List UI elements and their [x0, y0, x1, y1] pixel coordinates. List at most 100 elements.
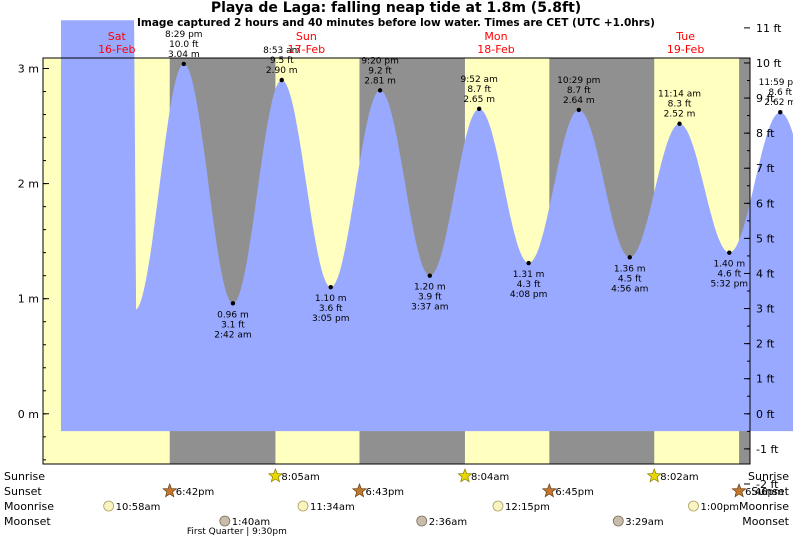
high-tide-label: 3.04 m: [168, 50, 200, 60]
left-tick-label: 1 m: [18, 293, 39, 306]
low-tide-label: 5:32 pm: [711, 280, 749, 290]
low-tide-dot: [427, 273, 432, 278]
low-tide-dot: [230, 301, 236, 306]
moonrise-time: 1:00pm: [701, 502, 740, 513]
high-tide-label: 9.5 ft: [270, 56, 294, 66]
high-tide-label: 9.2 ft: [368, 66, 392, 76]
right-tick-label: 9 ft: [756, 92, 775, 105]
day-name: Sat: [108, 30, 127, 43]
high-tide-label: 8.6 ft: [768, 88, 792, 98]
low-tide-label: 1.31 m: [513, 270, 545, 280]
low-tide-label: 3.9 ft: [418, 293, 442, 303]
low-tide-dot: [727, 250, 732, 255]
low-tide-label: 1.20 m: [414, 283, 446, 293]
high-tide-label: 8.7 ft: [567, 86, 591, 96]
low-tide-label: 2:42 am: [214, 330, 251, 340]
right-tick-label: 8 ft: [756, 127, 775, 140]
right-tick-label: 11 ft: [756, 22, 782, 35]
low-tide-label: 1.36 m: [614, 264, 646, 274]
sunrise-icon: [646, 468, 662, 483]
sunrise-row-label-left: Sunrise: [4, 470, 45, 483]
right-tick-label: 6 ft: [756, 197, 775, 210]
moonrise-time: 10:58am: [116, 502, 161, 513]
low-tide-dot: [627, 255, 632, 260]
moonrise-icon: [297, 500, 309, 512]
sunrise-row-label-right: Sunrise: [748, 470, 789, 483]
high-tide-label: 10:29 pm: [557, 76, 600, 86]
moonrise-icon: [492, 500, 504, 512]
moonrise-icon: [103, 500, 115, 512]
day-name: Tue: [675, 30, 695, 43]
moonset-icon: [219, 515, 231, 527]
moonrise-time: 12:15pm: [505, 502, 550, 513]
low-tide-label: 4.5 ft: [618, 274, 642, 284]
day-name: Sun: [296, 30, 317, 43]
moonset-time: 1:40am: [232, 517, 270, 528]
tide-water-area: [61, 20, 793, 432]
header: Playa de Laga: falling neap tide at 1.8m…: [137, 0, 655, 29]
low-tide-label: 3:37 am: [411, 303, 448, 313]
right-tick-label: 7 ft: [756, 162, 775, 175]
high-tide-label: 8:29 pm: [165, 30, 203, 40]
left-tick-label: 2 m: [18, 178, 39, 191]
sunrise-time: 8:02am: [660, 472, 698, 483]
low-tide-label: 0.96 m: [217, 310, 249, 320]
moonset-icon: [612, 515, 624, 527]
high-tide-dot: [576, 107, 581, 113]
low-tide-dot: [328, 284, 333, 290]
day-name: Mon: [484, 30, 507, 43]
day-date: 16-Feb: [98, 43, 135, 56]
low-tide-label: 1.10 m: [315, 294, 347, 304]
high-tide-dot: [476, 106, 482, 111]
sunrise-icon: [267, 468, 284, 483]
high-tide-label: 11:14 am: [658, 90, 701, 100]
moonrise-row-label-left: Moonrise: [4, 500, 54, 513]
high-tide-label: 11:59 pm: [759, 78, 793, 88]
plot-border: [42, 57, 751, 465]
high-tide-dot: [778, 110, 783, 115]
high-tide-label: 9:52 am: [460, 75, 497, 85]
high-tide-label: 9:20 pm: [361, 56, 399, 66]
high-tide-label: 2.52 m: [664, 110, 696, 120]
day-date: 19-Feb: [667, 43, 704, 56]
high-tide-label: 2.65 m: [463, 95, 495, 105]
sunset-icon: [541, 483, 557, 498]
sunset-time: 6:42pm: [176, 487, 215, 498]
high-tide-label: 2.90 m: [266, 66, 298, 76]
low-tide-label: 4:08 pm: [510, 290, 548, 300]
day-date: 17-Feb: [288, 43, 325, 56]
left-tick-label: 3 m: [18, 63, 39, 76]
high-tide-dot: [377, 88, 383, 93]
high-tide-dot: [181, 61, 186, 67]
moonset-row-label-right: Moonset: [742, 515, 789, 528]
moonset-icon: [416, 515, 428, 527]
low-tide-label: 4:56 am: [611, 284, 648, 294]
low-tide-label: 3:05 pm: [312, 314, 350, 324]
right-tick-label: -2 ft: [756, 478, 779, 491]
high-tide-label: 8.3 ft: [668, 100, 692, 110]
sunset-icon: [162, 483, 178, 498]
low-tide-label: 1.40 m: [713, 260, 745, 270]
high-tide-dot: [677, 121, 682, 126]
high-tide-label: 8:53 am: [263, 46, 300, 56]
moonset-time: 2:36am: [429, 517, 467, 528]
day-date: 18-Feb: [477, 43, 514, 56]
sunset-row-label-right: Sunset: [751, 485, 789, 498]
chart-title: Playa de Laga: falling neap tide at 1.8m…: [211, 0, 581, 16]
high-tide-label: 10.0 ft: [169, 40, 199, 50]
sunrise-time: 8:05am: [281, 472, 319, 483]
high-tide-label: 2.64 m: [563, 96, 595, 106]
moonrise-row-label-right: Moonrise: [739, 500, 789, 513]
sunrise-icon: [457, 468, 473, 483]
left-tick-label: 0 m: [18, 408, 39, 421]
low-tide-label: 4.3 ft: [517, 280, 541, 290]
high-tide-label: 8.7 ft: [467, 85, 491, 95]
right-tick-label: 0 ft: [756, 408, 775, 421]
sun-moon-rows: Sunrise Sunrise Sunset Sunset Moonrise Moonri…: [4, 468, 790, 537]
sunrise-time: 8:04am: [471, 472, 509, 483]
tide-area: [61, 20, 793, 432]
moonrise-time: 11:34am: [310, 502, 355, 513]
high-tide-label: 2.81 m: [364, 76, 396, 86]
